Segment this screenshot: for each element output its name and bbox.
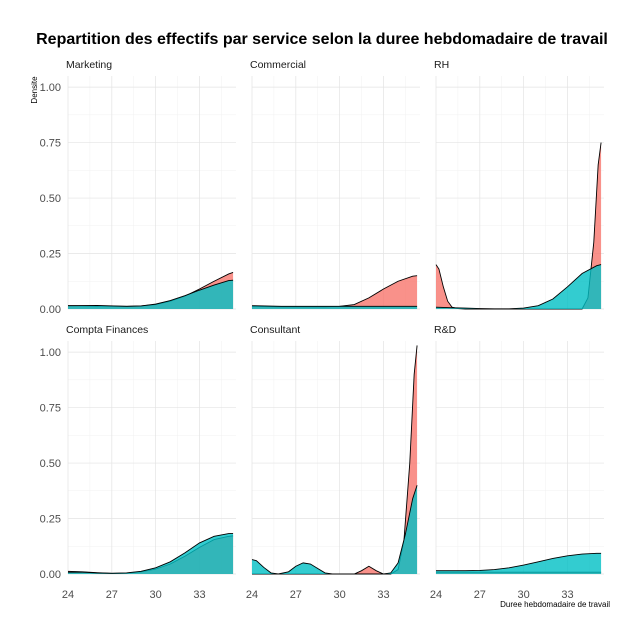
y-tick-label: 0.50	[40, 458, 61, 470]
chart-title: Repartition des effectifs par service se…	[36, 31, 608, 48]
y-tick-label: 0.25	[40, 514, 61, 526]
density-area-b	[436, 553, 602, 574]
panel-rh: RH	[434, 59, 604, 310]
x-tick-label: 30	[150, 589, 162, 601]
density-line-b	[251, 305, 418, 307]
y-tick-label: 1.00	[40, 82, 61, 94]
facet-label: Compta Finances	[66, 324, 148, 336]
x-tick-label: 33	[377, 589, 389, 601]
density-area-b	[436, 264, 602, 309]
density-line-b	[67, 279, 234, 307]
x-tick-label: 27	[474, 589, 486, 601]
y-tick-label: 0.25	[40, 249, 61, 261]
y-tick-label: 0.75	[40, 138, 61, 150]
density-line-b	[251, 485, 418, 575]
density-area-b	[68, 280, 234, 309]
density-area-a	[252, 275, 418, 309]
panel-compta-finances: Compta Finances 0.00 0.25 0.50 0.75 1.00 24 27 3…	[40, 324, 236, 601]
x-tick-label: 27	[106, 589, 118, 601]
density-line-b	[435, 264, 602, 310]
x-tick-label: 27	[290, 589, 302, 601]
facet-label: Consultant	[250, 324, 300, 336]
x-tick-label: 33	[561, 589, 573, 601]
y-tick-label: 0.50	[40, 193, 61, 205]
facet-label: Commercial	[250, 59, 306, 71]
panel-marketing: Marketing 0.00 0.25 0.50 0.75 1.00	[40, 59, 236, 316]
facet-label: Marketing	[66, 59, 112, 71]
density-line-b	[68, 533, 234, 574]
density-line-b	[436, 552, 602, 572]
facet-label: RH	[434, 59, 449, 71]
density-area-b	[68, 533, 234, 574]
panel-r-d: R&D 24 27 30 33	[430, 324, 604, 601]
x-tick-label: 24	[62, 589, 74, 601]
x-axis-label: Duree hebdomadaire de travail	[500, 600, 610, 609]
x-tick-label: 24	[246, 589, 258, 601]
y-axis-label: Densite	[30, 76, 39, 104]
y-tick-label: 1.00	[40, 347, 61, 359]
panel-commercial: Commercial	[250, 59, 420, 310]
y-tick-label: 0.75	[40, 403, 61, 415]
density-area-b	[252, 485, 418, 574]
x-tick-label: 33	[193, 589, 205, 601]
y-tick-label: 0.00	[40, 569, 61, 581]
facet-label: R&D	[434, 324, 457, 336]
x-tick-label: 24	[430, 589, 442, 601]
x-tick-label: 30	[334, 589, 346, 601]
panel-consultant: Consultant 24 27 30 33	[246, 324, 420, 601]
facet-panels: Marketing 0.00 0.25 0.50 0.75 1.00 Commercial R…	[40, 59, 604, 601]
x-tick-label: 30	[518, 589, 530, 601]
y-tick-label: 0.00	[40, 304, 61, 316]
